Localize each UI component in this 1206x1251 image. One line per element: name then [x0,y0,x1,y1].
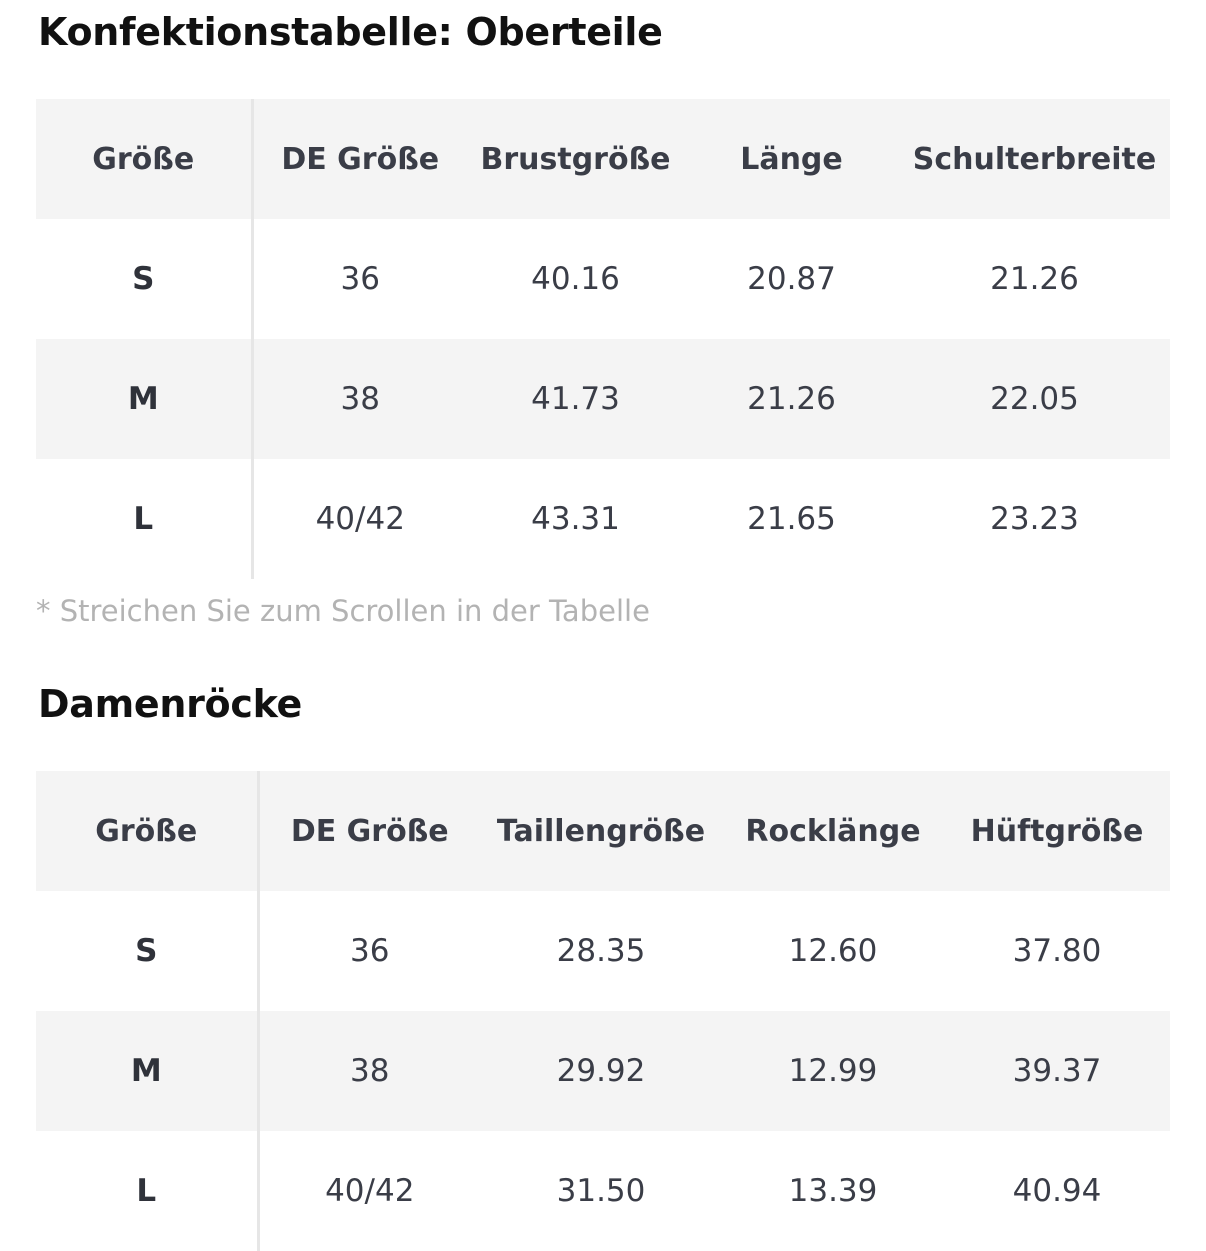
shoulder-width-cell: 21.26 [990,261,1079,297]
header-de-size: DE Größe [252,99,467,219]
skirt-length-cell: 13.39 [788,1173,878,1209]
header-row: Größe DE Größe Brustgröße Länge Schulter… [36,99,1170,219]
header-hip: Hüftgröße [944,771,1170,891]
table-row: M 38 41.73 21.26 22.05 [36,339,1170,459]
hip-cell: 40.94 [1012,1173,1102,1209]
skirts-size-table[interactable]: Größe DE Größe Taillengröße Rocklänge Hü… [36,771,1172,1251]
chest-cell: 43.31 [531,501,620,537]
de-size-cell: 40/42 [325,1173,415,1209]
chest-cell: 41.73 [467,339,684,459]
de-size-cell: 36 [350,933,390,969]
skirt-length-cell: 12.99 [722,1011,944,1131]
waist-cell: 29.92 [480,1011,722,1131]
table-row: S 36 40.16 20.87 21.26 [36,219,1170,339]
waist-cell: 28.35 [556,933,646,969]
de-size-cell: 36 [340,261,380,297]
length-cell: 21.26 [684,339,899,459]
header-shoulder-width: Schulterbreite [899,99,1170,219]
table-row: M 38 29.92 12.99 39.37 [36,1011,1170,1131]
tops-size-table[interactable]: Größe DE Größe Brustgröße Länge Schulter… [36,99,1172,579]
size-cell: S [36,891,260,1011]
tops-table-title: Konfektionstabelle: Oberteile [38,10,663,54]
size-cell: M [36,1011,260,1131]
de-size-cell: 38 [258,1011,480,1131]
skirt-length-cell: 12.60 [788,933,878,969]
shoulder-width-cell: 22.05 [899,339,1170,459]
size-cell: L [36,1131,260,1251]
waist-cell: 31.50 [556,1173,646,1209]
header-size: Größe [36,99,254,219]
size-cell: L [36,459,254,579]
hip-cell: 37.80 [1012,933,1102,969]
hip-cell: 39.37 [944,1011,1170,1131]
header-chest: Brustgröße [467,99,684,219]
length-cell: 20.87 [747,261,836,297]
chest-cell: 40.16 [531,261,620,297]
skirts-table-title: Damenröcke [38,682,303,726]
table-row: S 36 28.35 12.60 37.80 [36,891,1170,1011]
header-size: Größe [36,771,260,891]
header-skirt-length: Rocklänge [722,771,944,891]
size-cell: S [36,219,254,339]
header-row: Größe DE Größe Taillengröße Rocklänge Hü… [36,771,1170,891]
size-cell: M [36,339,254,459]
length-cell: 21.65 [747,501,836,537]
header-length: Länge [684,99,899,219]
table-row: L 40/42 43.31 21.65 23.23 [36,459,1170,579]
de-size-cell: 40/42 [315,501,405,537]
table-row: L 40/42 31.50 13.39 40.94 [36,1131,1170,1251]
de-size-cell: 38 [252,339,467,459]
header-waist: Taillengröße [480,771,722,891]
header-de-size: DE Größe [258,771,480,891]
scroll-hint-note: * Streichen Sie zum Scrollen in der Tabe… [36,594,650,628]
shoulder-width-cell: 23.23 [990,501,1079,537]
